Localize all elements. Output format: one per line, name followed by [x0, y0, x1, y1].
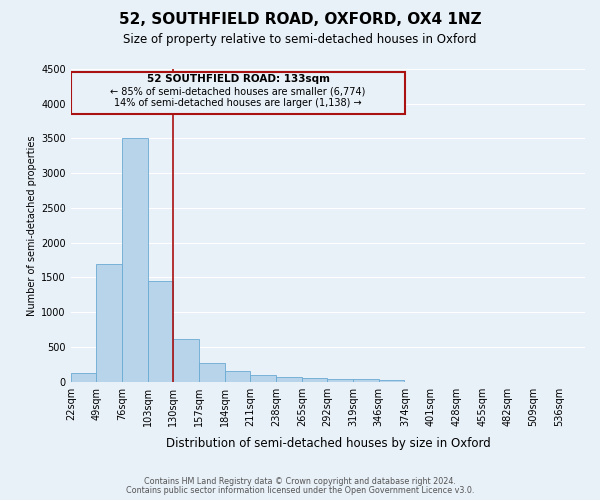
- Text: 52 SOUTHFIELD ROAD: 133sqm: 52 SOUTHFIELD ROAD: 133sqm: [146, 74, 329, 84]
- Bar: [328, 379, 353, 382]
- Text: ← 85% of semi-detached houses are smaller (6,774): ← 85% of semi-detached houses are smalle…: [110, 86, 366, 96]
- Text: Contains public sector information licensed under the Open Government Licence v3: Contains public sector information licen…: [126, 486, 474, 495]
- Bar: [148, 281, 173, 382]
- X-axis label: Distribution of semi-detached houses by size in Oxford: Distribution of semi-detached houses by …: [166, 437, 490, 450]
- Bar: [276, 378, 302, 382]
- Bar: [71, 72, 406, 114]
- Bar: [97, 264, 122, 382]
- Bar: [302, 378, 328, 382]
- Bar: [71, 372, 97, 382]
- Bar: [199, 363, 225, 382]
- Bar: [122, 138, 148, 382]
- Bar: [353, 379, 379, 382]
- Bar: [379, 380, 404, 382]
- Text: 52, SOUTHFIELD ROAD, OXFORD, OX4 1NZ: 52, SOUTHFIELD ROAD, OXFORD, OX4 1NZ: [119, 12, 481, 28]
- Bar: [173, 338, 199, 382]
- Text: Size of property relative to semi-detached houses in Oxford: Size of property relative to semi-detach…: [123, 32, 477, 46]
- Bar: [225, 370, 250, 382]
- Text: Contains HM Land Registry data © Crown copyright and database right 2024.: Contains HM Land Registry data © Crown c…: [144, 477, 456, 486]
- Text: 14% of semi-detached houses are larger (1,138) →: 14% of semi-detached houses are larger (…: [114, 98, 362, 108]
- Bar: [250, 376, 276, 382]
- Y-axis label: Number of semi-detached properties: Number of semi-detached properties: [27, 135, 37, 316]
